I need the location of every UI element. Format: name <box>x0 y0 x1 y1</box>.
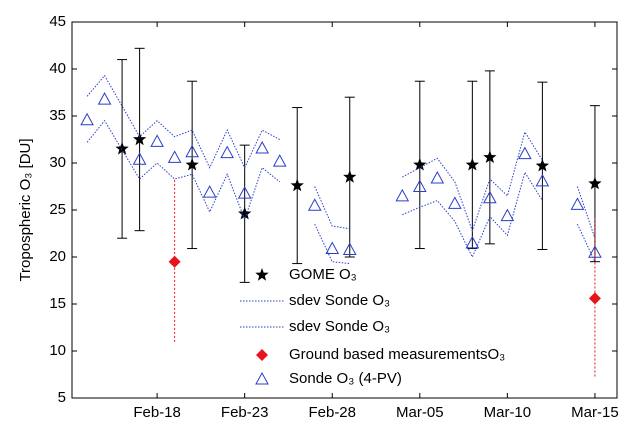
data-point <box>447 196 462 209</box>
data-point <box>132 132 147 146</box>
data-point <box>202 185 217 198</box>
data-point <box>588 292 601 305</box>
y-tick-label: 35 <box>49 107 66 124</box>
data-point <box>465 157 479 171</box>
y-axis-label: Tropospheric O₃ [DU] <box>17 138 34 281</box>
y-tick-label: 10 <box>49 342 66 359</box>
y-tick-label: 25 <box>49 201 66 218</box>
data-point <box>185 157 199 171</box>
data-point <box>342 242 357 255</box>
legend-label: Ground based measurementsO₃ <box>289 346 505 363</box>
legend-swatch <box>256 349 268 361</box>
data-point <box>97 92 112 105</box>
data-point <box>220 145 235 159</box>
data-point <box>307 198 322 211</box>
legend-swatch <box>255 268 269 281</box>
data-point <box>238 206 252 220</box>
data-point <box>395 188 410 202</box>
data-point <box>412 179 427 192</box>
data-point <box>588 176 602 190</box>
data-point <box>570 197 585 210</box>
y-tick-label: 30 <box>49 154 66 171</box>
data-point <box>115 141 129 155</box>
legend-label: sdev Sonde O₃ <box>289 318 390 335</box>
data-point <box>272 154 287 167</box>
data-point <box>237 186 252 199</box>
data-point <box>343 170 357 183</box>
y-tick-label: 45 <box>49 13 66 30</box>
data-point <box>80 112 94 126</box>
data-point <box>132 152 147 165</box>
data-point <box>518 146 532 160</box>
sdev-line <box>86 74 596 239</box>
legend-label: GOME O₃ <box>289 266 357 283</box>
legend-label: Sonde O₃ (4-PV) <box>289 370 402 387</box>
x-tick-label: Mar-05 <box>396 404 444 421</box>
data-point <box>483 150 497 163</box>
data-point <box>185 144 199 158</box>
legend-swatch <box>255 371 269 385</box>
data-point <box>325 241 340 255</box>
y-tick-label: 40 <box>49 60 66 77</box>
data-point <box>255 140 270 154</box>
y-tick-label: 15 <box>49 295 66 312</box>
x-tick-label: Feb-28 <box>308 404 356 421</box>
data-point <box>588 245 602 258</box>
data-point <box>167 150 182 163</box>
data-point <box>535 158 550 172</box>
data-point <box>413 157 427 171</box>
data-point <box>168 255 181 268</box>
x-tick-label: Mar-10 <box>484 404 532 421</box>
x-tick-label: Feb-18 <box>133 404 181 421</box>
data-point <box>500 208 515 222</box>
x-tick-label: Mar-15 <box>571 404 619 421</box>
data-point <box>150 134 164 147</box>
data-point <box>535 173 550 187</box>
data-point <box>430 170 445 184</box>
sdev-line <box>86 119 596 265</box>
y-tick-label: 5 <box>58 389 66 406</box>
plot-frame <box>71 21 618 399</box>
y-tick-label: 20 <box>49 248 66 265</box>
data-point <box>483 190 497 204</box>
legend-label: sdev Sonde O₃ <box>289 292 390 309</box>
data-point <box>290 178 304 192</box>
data-point <box>465 235 480 249</box>
x-tick-label: Feb-23 <box>221 404 269 421</box>
